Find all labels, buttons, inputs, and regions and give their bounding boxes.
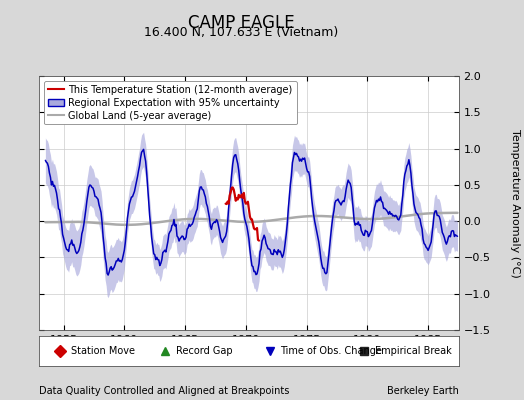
Text: Berkeley Earth: Berkeley Earth	[387, 386, 458, 396]
Text: Record Gap: Record Gap	[176, 346, 232, 356]
Text: Data Quality Controlled and Aligned at Breakpoints: Data Quality Controlled and Aligned at B…	[39, 386, 290, 396]
Y-axis label: Temperature Anomaly (°C): Temperature Anomaly (°C)	[510, 129, 520, 277]
Text: Empirical Break: Empirical Break	[375, 346, 451, 356]
Legend: This Temperature Station (12-month average), Regional Expectation with 95% uncer: This Temperature Station (12-month avera…	[44, 81, 297, 124]
Text: 16.400 N, 107.633 E (Vietnam): 16.400 N, 107.633 E (Vietnam)	[144, 26, 338, 39]
Text: Time of Obs. Change: Time of Obs. Change	[280, 346, 382, 356]
Text: CAMP EAGLE: CAMP EAGLE	[188, 14, 294, 32]
Text: Station Move: Station Move	[71, 346, 135, 356]
